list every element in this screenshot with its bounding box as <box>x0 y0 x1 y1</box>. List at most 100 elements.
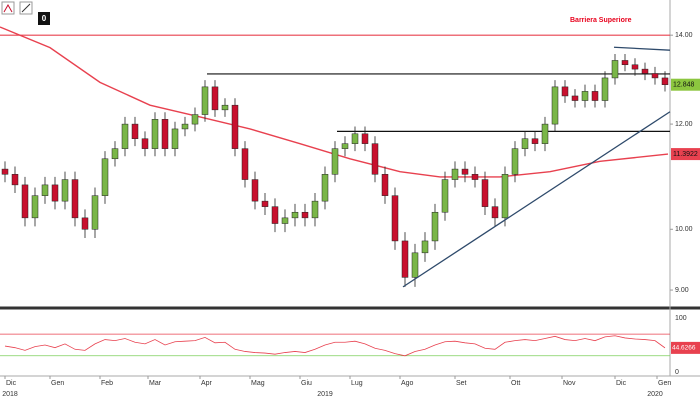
candle-body <box>321 174 329 202</box>
y-tick-label: 10.00 <box>675 226 693 233</box>
candle-body <box>91 195 99 230</box>
candle-body <box>151 119 159 149</box>
candle-body <box>441 179 449 213</box>
candle-body <box>261 200 269 207</box>
x-tick-label: Mag <box>251 380 265 387</box>
x-tick-label: Apr <box>201 380 213 387</box>
rsi-label-box <box>671 341 700 354</box>
candle-body <box>211 86 219 111</box>
candle-body <box>531 138 539 144</box>
candle-body <box>11 174 19 186</box>
candle-body <box>571 95 579 101</box>
candle-body <box>41 184 49 196</box>
candle-body <box>111 148 119 160</box>
badge-box[interactable] <box>38 12 50 25</box>
candle-body <box>431 211 439 242</box>
annotation: Barriera Superiore <box>570 17 632 24</box>
year-label: 2018 <box>2 391 18 398</box>
candle-body <box>131 123 139 139</box>
candle-body <box>301 211 309 219</box>
candle-body <box>551 86 559 125</box>
x-tick-label: Lug <box>351 380 363 387</box>
candle-body <box>311 200 319 219</box>
candle-body <box>501 174 509 219</box>
x-tick-label: Mar <box>149 380 162 387</box>
ma-last-label: 11.3922 <box>673 151 698 158</box>
candle-body <box>201 86 209 115</box>
y-tick-label: 12.00 <box>675 121 693 128</box>
candle-body <box>291 211 299 219</box>
candle-body <box>391 195 399 242</box>
icon <box>3 3 13 13</box>
x-tick-label: Dic <box>6 380 17 387</box>
candle-body <box>1 168 9 175</box>
badge: 0 <box>42 14 47 23</box>
candle-body <box>561 86 569 97</box>
last-close-label-box <box>671 78 700 91</box>
candle-body <box>491 206 499 219</box>
candle-body <box>631 64 639 70</box>
x-tick-label: Ott <box>511 380 520 387</box>
candle-body <box>601 77 609 101</box>
candle-body <box>521 138 529 149</box>
candle-body <box>411 252 419 278</box>
toolbar[interactable]: 0 <box>1 1 50 25</box>
candle-body <box>171 128 179 149</box>
x-tick-label: Gen <box>658 380 671 387</box>
ma-last-label-box <box>671 148 700 161</box>
candle-body <box>381 174 389 196</box>
candle-body <box>661 77 669 85</box>
year-label: 2019 <box>317 391 333 398</box>
candle-body <box>181 123 189 130</box>
candle-body <box>251 179 259 202</box>
x-tick-label: Giu <box>301 380 312 387</box>
candle-body <box>271 206 279 224</box>
candle-body <box>611 60 619 79</box>
rsi-tick-label: 0 <box>675 369 679 376</box>
candle-body <box>241 148 249 180</box>
candle-body <box>331 148 339 175</box>
candle-body <box>641 68 649 74</box>
candle-body <box>651 73 659 79</box>
candle-body <box>481 179 489 207</box>
x-tick-label: Feb <box>101 380 113 387</box>
candle-body <box>341 143 349 149</box>
moving-average <box>0 26 669 178</box>
candle-body <box>51 184 59 202</box>
candle-body <box>231 104 239 149</box>
candle-body <box>191 114 199 125</box>
year-label: 2020 <box>647 391 663 398</box>
candle-body <box>471 174 479 180</box>
y-tick-label: 9.00 <box>675 287 689 294</box>
candle-body <box>281 217 289 224</box>
x-tick-label: Set <box>456 380 467 387</box>
candle-body <box>221 104 229 111</box>
candle-body <box>461 168 469 175</box>
candle-body <box>121 123 129 149</box>
candle-body <box>541 123 549 144</box>
candle-body <box>351 133 359 144</box>
candle-body <box>371 143 379 175</box>
icon-button[interactable] <box>1 1 15 15</box>
y-tick-label: 14.00 <box>675 32 693 39</box>
candle-body <box>31 195 39 219</box>
candle-body <box>621 60 629 66</box>
candle-body <box>81 217 89 230</box>
candle-body <box>71 179 79 219</box>
candle-body <box>451 168 459 180</box>
candle-body <box>61 179 69 202</box>
rsi-line <box>4 335 666 357</box>
candle-body <box>581 91 589 101</box>
candle-body <box>361 133 369 144</box>
icon <box>21 3 31 13</box>
trendline <box>613 46 671 51</box>
candle-body <box>21 184 29 219</box>
trendline <box>402 111 671 288</box>
last-close-label: 12.848 <box>673 82 695 89</box>
candle-body <box>141 138 149 149</box>
candle-body <box>511 148 519 175</box>
x-tick-label: Nov <box>563 380 576 387</box>
rsi-last-label: 44.6266 <box>672 345 696 352</box>
